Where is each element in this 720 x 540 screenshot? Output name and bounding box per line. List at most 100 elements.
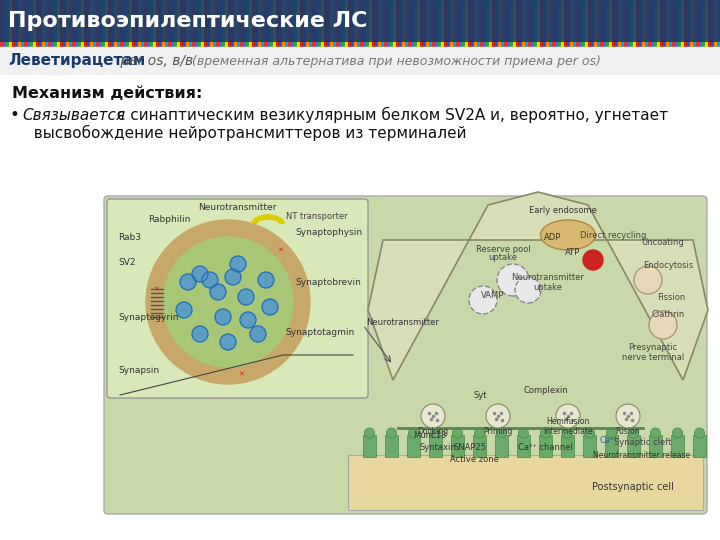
- Bar: [615, 42, 618, 47]
- Bar: [81, 0, 84, 42]
- Circle shape: [262, 299, 278, 315]
- Bar: [441, 0, 444, 42]
- Bar: [583, 435, 596, 457]
- Bar: [423, 0, 426, 42]
- Bar: [573, 0, 576, 42]
- Bar: [249, 0, 252, 42]
- Bar: [385, 435, 398, 457]
- Bar: [255, 42, 258, 47]
- Bar: [453, 0, 456, 42]
- Bar: [360, 42, 363, 47]
- Text: Synaptogyrin: Synaptogyrin: [118, 313, 179, 322]
- Bar: [519, 0, 522, 42]
- Bar: [636, 0, 639, 42]
- Bar: [516, 0, 519, 42]
- Text: Neurotransmitter release: Neurotransmitter release: [593, 451, 690, 460]
- Bar: [417, 0, 420, 42]
- Bar: [27, 0, 30, 42]
- Circle shape: [583, 250, 603, 270]
- Bar: [51, 0, 54, 42]
- Bar: [459, 0, 462, 42]
- Bar: [534, 0, 537, 42]
- Bar: [531, 42, 534, 47]
- Circle shape: [634, 266, 662, 294]
- Bar: [96, 0, 99, 42]
- Bar: [369, 42, 372, 47]
- Bar: [585, 0, 588, 42]
- Bar: [534, 42, 537, 47]
- Bar: [351, 42, 354, 47]
- Bar: [438, 42, 441, 47]
- Bar: [537, 42, 540, 47]
- Bar: [402, 0, 405, 42]
- Bar: [288, 0, 291, 42]
- Bar: [576, 42, 579, 47]
- Bar: [528, 42, 531, 47]
- Bar: [633, 0, 636, 42]
- Bar: [451, 435, 464, 457]
- Bar: [588, 0, 591, 42]
- Bar: [684, 0, 687, 42]
- Bar: [372, 0, 375, 42]
- Bar: [492, 42, 495, 47]
- Bar: [609, 42, 612, 47]
- Circle shape: [225, 269, 241, 285]
- Bar: [462, 42, 465, 47]
- Bar: [495, 435, 508, 457]
- Bar: [489, 0, 492, 42]
- Text: Syntaxin: Syntaxin: [420, 443, 456, 452]
- Bar: [144, 42, 147, 47]
- Bar: [381, 42, 384, 47]
- Bar: [663, 0, 666, 42]
- Bar: [357, 42, 360, 47]
- Bar: [132, 42, 135, 47]
- Bar: [270, 0, 273, 42]
- Bar: [444, 0, 447, 42]
- Bar: [60, 42, 63, 47]
- Bar: [309, 42, 312, 47]
- Bar: [45, 42, 48, 47]
- Bar: [177, 0, 180, 42]
- Circle shape: [518, 428, 528, 438]
- Bar: [480, 0, 483, 42]
- Circle shape: [606, 428, 616, 438]
- Bar: [525, 42, 528, 47]
- Bar: [129, 42, 132, 47]
- Bar: [354, 42, 357, 47]
- Bar: [522, 42, 525, 47]
- Circle shape: [210, 284, 226, 300]
- Bar: [429, 435, 442, 457]
- Bar: [447, 42, 450, 47]
- Bar: [12, 42, 15, 47]
- Bar: [360, 0, 363, 42]
- Text: Fusion: Fusion: [616, 427, 640, 436]
- Bar: [168, 0, 171, 42]
- Bar: [438, 0, 441, 42]
- Bar: [519, 42, 522, 47]
- Bar: [246, 0, 249, 42]
- Bar: [420, 0, 423, 42]
- Bar: [411, 0, 414, 42]
- Bar: [423, 42, 426, 47]
- Text: Synapsin: Synapsin: [118, 366, 159, 375]
- Bar: [693, 42, 696, 47]
- Bar: [618, 0, 621, 42]
- Bar: [405, 42, 408, 47]
- Bar: [561, 435, 574, 457]
- Bar: [456, 0, 459, 42]
- Circle shape: [258, 272, 274, 288]
- Bar: [60, 0, 63, 42]
- Bar: [372, 42, 375, 47]
- Circle shape: [515, 277, 541, 303]
- Bar: [102, 0, 105, 42]
- Text: Связывается: Связывается: [22, 107, 125, 123]
- Bar: [156, 0, 159, 42]
- Bar: [690, 0, 693, 42]
- Bar: [579, 0, 582, 42]
- Bar: [162, 42, 165, 47]
- Bar: [696, 0, 699, 42]
- Bar: [675, 42, 678, 47]
- Bar: [207, 0, 210, 42]
- Bar: [504, 42, 507, 47]
- Bar: [426, 0, 429, 42]
